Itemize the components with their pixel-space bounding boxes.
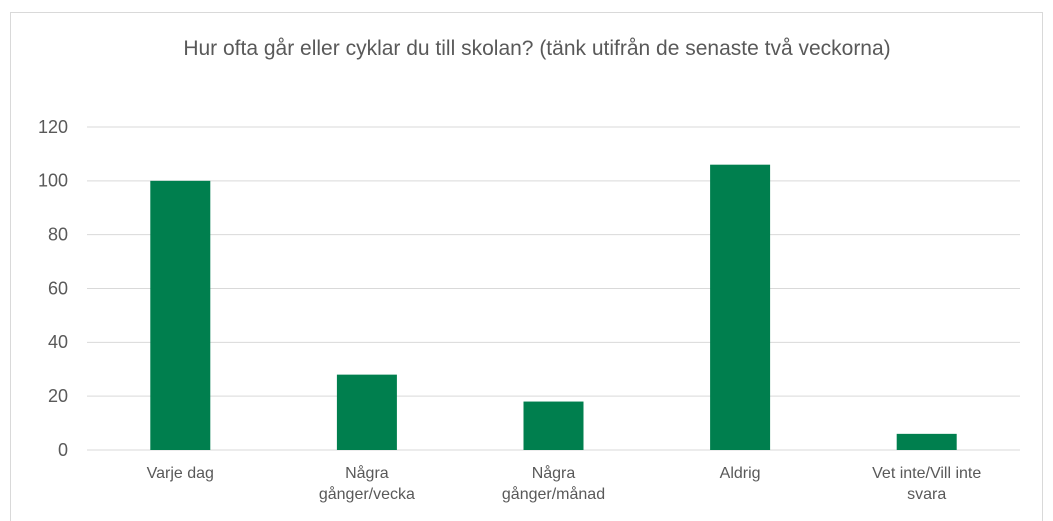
y-tick-label: 40 <box>48 332 68 352</box>
y-tick-label: 100 <box>38 171 68 191</box>
x-tick-label: Några gånger/månad <box>501 465 606 503</box>
bar <box>336 374 397 450</box>
chart-title: Hur ofta går eller cyklar du till skolan… <box>183 37 891 60</box>
y-tick-label: 0 <box>58 440 68 460</box>
x-tick-label: Varje dag <box>146 465 214 482</box>
x-tick-label: Några gånger/vecka <box>318 465 415 503</box>
x-tick-label: Aldrig <box>719 465 761 482</box>
y-tick-label: 120 <box>38 117 68 137</box>
chart-border <box>10 12 1043 521</box>
y-tick-label: 60 <box>48 278 68 298</box>
bar <box>523 401 584 450</box>
bar <box>150 180 211 451</box>
y-tick-label: 80 <box>48 224 68 244</box>
y-tick-label: 20 <box>48 386 68 406</box>
x-tick-label: Vet inte/Vill inte svara <box>872 465 982 503</box>
bar <box>710 164 771 450</box>
bar <box>896 433 957 450</box>
